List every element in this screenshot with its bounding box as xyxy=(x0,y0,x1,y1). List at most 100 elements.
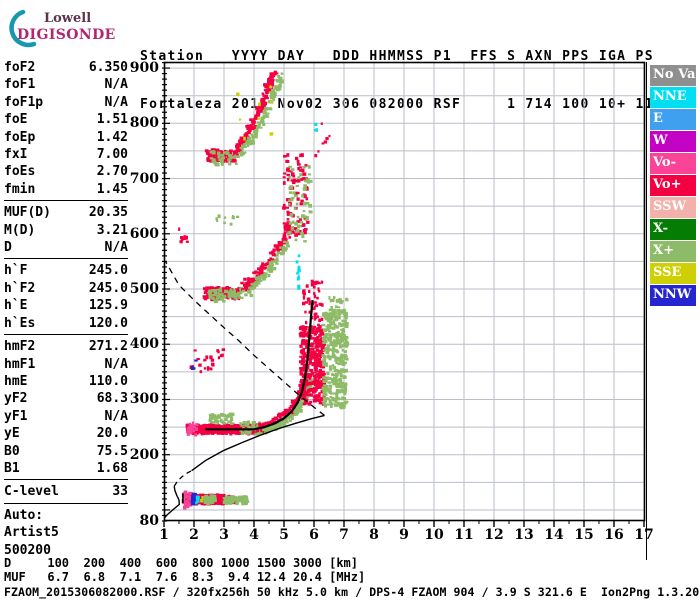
echo-point xyxy=(293,194,298,198)
echo-point xyxy=(235,154,239,158)
echo-point xyxy=(224,495,229,499)
echo-point xyxy=(308,348,311,352)
echo-point xyxy=(242,496,246,501)
echo-point xyxy=(313,301,318,304)
echo-point xyxy=(282,181,286,185)
echo-point xyxy=(312,398,317,403)
echo-point xyxy=(270,132,274,136)
echo-point xyxy=(236,92,240,96)
echo-point xyxy=(329,367,333,371)
echo-point xyxy=(299,169,303,172)
echo-point xyxy=(270,82,274,87)
echo-point xyxy=(251,121,255,125)
echo-point xyxy=(288,175,292,178)
echo-point xyxy=(281,79,284,84)
echo-point xyxy=(241,500,245,504)
echo-point xyxy=(253,426,258,429)
echo-point xyxy=(338,339,342,344)
echo-point xyxy=(299,221,304,224)
echo-point xyxy=(249,125,252,128)
echo-point xyxy=(238,139,242,143)
echo-point xyxy=(254,128,259,132)
echo-point xyxy=(322,329,327,333)
x-axis-label: 6 xyxy=(309,527,319,543)
echo-point xyxy=(288,413,292,416)
echo-point xyxy=(221,287,226,290)
echo-point xyxy=(319,345,323,348)
echo-point xyxy=(275,425,279,429)
echo-point xyxy=(343,396,346,401)
echo-point xyxy=(303,293,306,296)
echo-point xyxy=(186,505,190,509)
param-label: h`F xyxy=(4,263,28,279)
echo-point xyxy=(199,429,203,433)
echo-point xyxy=(217,350,220,354)
echo-point xyxy=(227,421,231,424)
echo-point xyxy=(285,420,289,424)
echo-point xyxy=(265,112,270,115)
echo-point xyxy=(179,240,183,244)
echo-point xyxy=(243,151,247,154)
echo-point xyxy=(244,428,247,433)
echo-point xyxy=(288,227,291,231)
echo-point xyxy=(221,348,226,351)
echo-point xyxy=(268,108,273,111)
echo-point xyxy=(267,84,270,88)
echo-point xyxy=(337,341,341,344)
echo-point xyxy=(216,421,220,425)
echo-point xyxy=(204,495,208,499)
echo-point xyxy=(334,400,338,403)
echo-point xyxy=(331,364,335,367)
echo-point xyxy=(258,110,263,113)
echo-point xyxy=(225,498,229,501)
param-label: hmF1 xyxy=(4,356,36,372)
echo-point xyxy=(308,361,312,365)
doppler-direction-legend: No Val NNE E W Vo- Vo+ SSW X- X+ SSE NNW xyxy=(650,65,696,307)
echo-point xyxy=(188,431,191,435)
echo-point xyxy=(199,495,204,498)
echo-point xyxy=(271,253,275,257)
echo-point xyxy=(304,398,308,401)
echo-point xyxy=(222,299,226,303)
echo-point xyxy=(270,78,275,82)
echo-point xyxy=(296,224,301,227)
echo-point xyxy=(256,109,260,113)
echo-point xyxy=(306,373,310,376)
echo-point xyxy=(303,383,307,387)
legend-item: NNW xyxy=(650,285,696,306)
echo-point xyxy=(188,422,192,425)
echo-point xyxy=(202,295,207,299)
echo-point xyxy=(258,102,261,106)
echo-point xyxy=(257,271,261,274)
echo-point xyxy=(263,94,267,98)
echo-point xyxy=(333,334,337,338)
echo-point xyxy=(294,238,298,242)
echo-point xyxy=(208,416,212,420)
echo-point xyxy=(231,498,236,502)
echo-point xyxy=(321,337,325,341)
echo-point xyxy=(298,218,302,221)
echo-point xyxy=(220,153,225,157)
echo-point xyxy=(309,394,314,397)
echo-point xyxy=(301,373,306,377)
legend-item: No Val xyxy=(650,65,696,86)
echo-point xyxy=(297,167,301,171)
echo-point xyxy=(215,419,220,422)
echo-point xyxy=(327,398,331,401)
echo-point xyxy=(288,191,292,194)
echo-point xyxy=(254,134,258,139)
echo-point xyxy=(307,393,311,397)
echo-point xyxy=(303,365,307,368)
echo-point xyxy=(328,315,332,319)
y-axis-label: 600 xyxy=(129,225,159,242)
echo-point xyxy=(341,343,346,348)
echo-point xyxy=(264,86,267,89)
param-row: foF1p N/A xyxy=(4,94,128,111)
echo-point xyxy=(276,80,280,83)
param-row: foEp 1.42 xyxy=(4,129,128,146)
echo-point xyxy=(220,418,223,422)
echo-point xyxy=(262,427,266,432)
legend-item: SSE xyxy=(650,263,696,284)
echo-point xyxy=(283,248,288,252)
echo-point xyxy=(292,191,296,195)
